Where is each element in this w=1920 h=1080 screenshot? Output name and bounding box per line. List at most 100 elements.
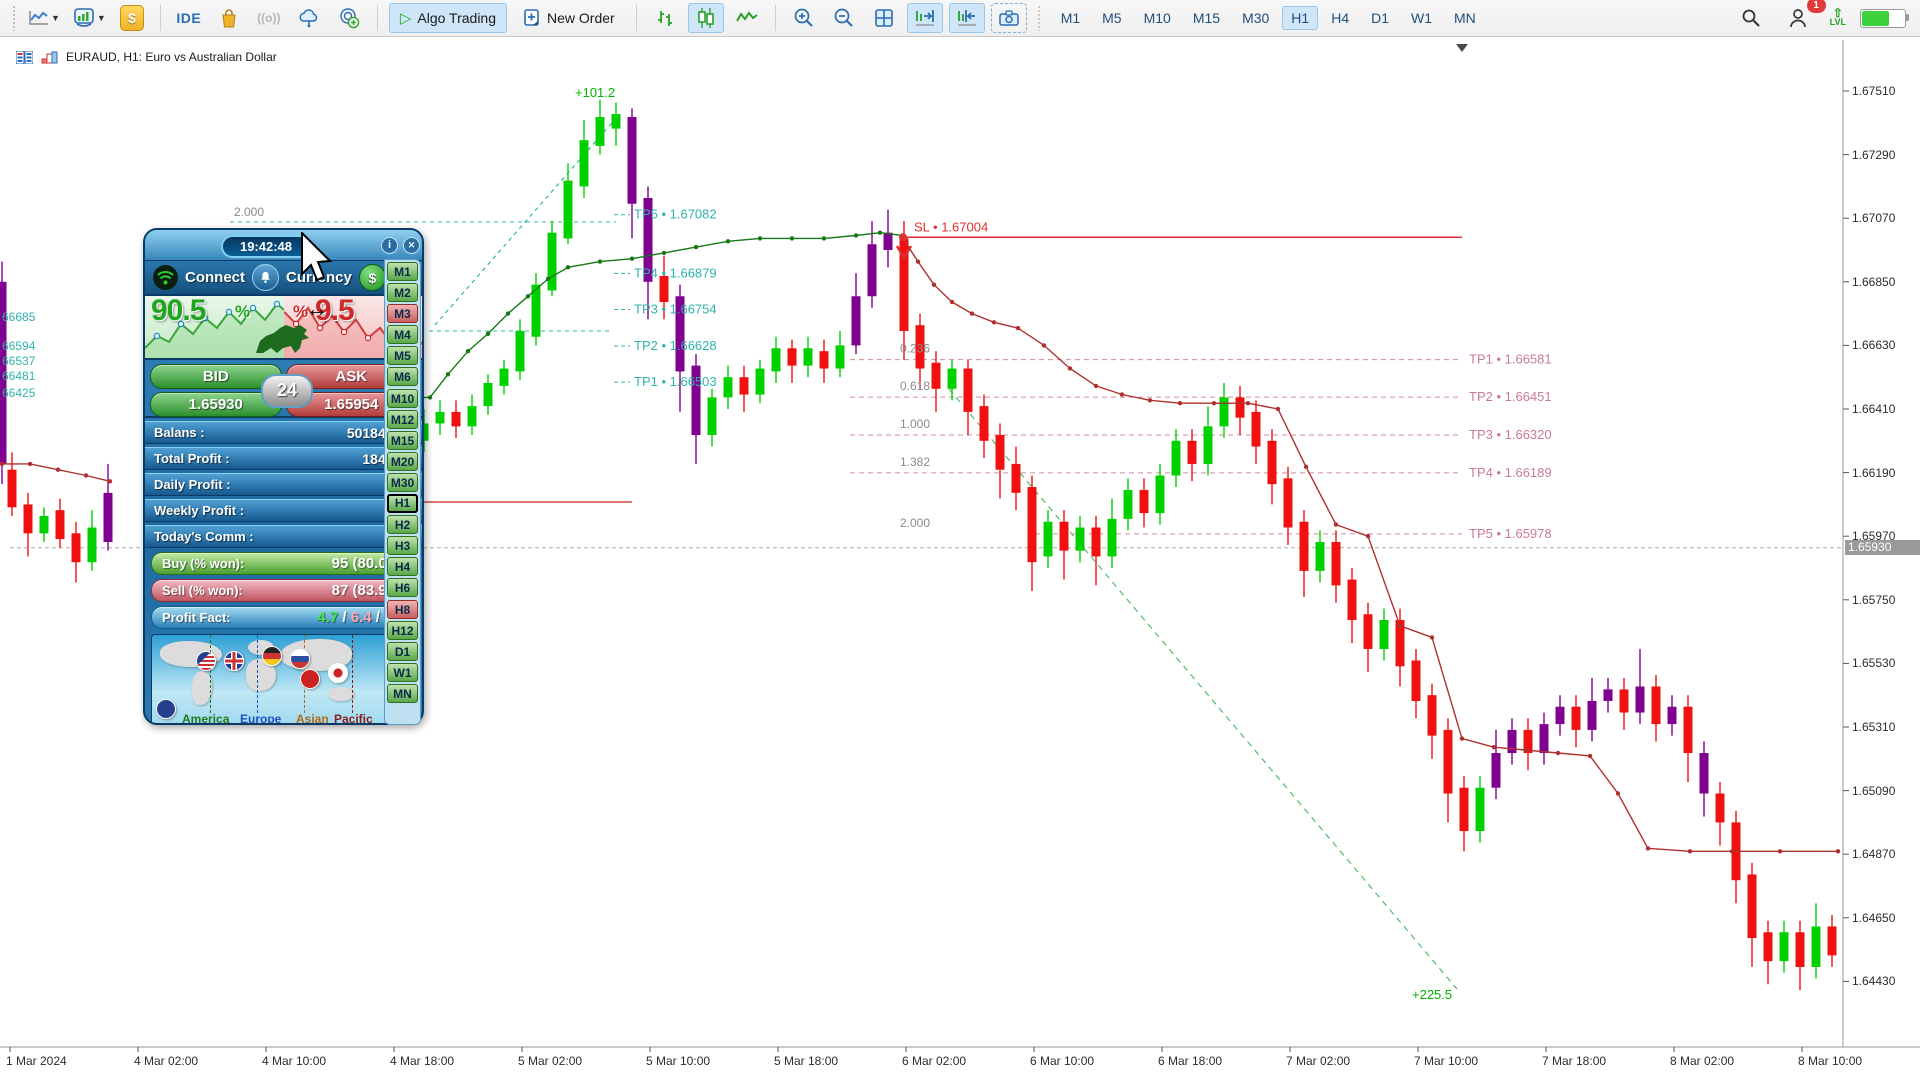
line-style-button[interactable] bbox=[730, 4, 764, 32]
algo-trading-button[interactable]: ▷ Algo Trading bbox=[388, 3, 507, 33]
svg-text:TP4 • 1.66189: TP4 • 1.66189 bbox=[1469, 465, 1552, 480]
separator bbox=[774, 5, 776, 31]
tile-windows-button[interactable] bbox=[867, 4, 901, 32]
svg-text:66685: 66685 bbox=[2, 310, 36, 324]
panel-timeframe-m5[interactable]: M5 bbox=[387, 346, 418, 366]
search-button[interactable] bbox=[1734, 4, 1768, 32]
panel-timeframe-h1[interactable]: H1 bbox=[387, 494, 418, 514]
toolbar-timeframe-mn[interactable]: MN bbox=[1454, 10, 1476, 26]
flag-germany bbox=[262, 646, 282, 666]
svg-text:66537: 66537 bbox=[2, 354, 36, 368]
toolbar-timeframe-m5[interactable]: M5 bbox=[1102, 10, 1122, 26]
toolbar-timeframe-m10[interactable]: M10 bbox=[1143, 10, 1171, 26]
wifi-icon[interactable] bbox=[153, 265, 178, 290]
session-label-pacific: Pacific bbox=[334, 712, 373, 725]
svg-text:TP4 • 1.66879: TP4 • 1.66879 bbox=[634, 265, 717, 280]
zoom-in-button[interactable] bbox=[787, 4, 821, 32]
separator bbox=[1036, 5, 1042, 31]
panel-header[interactable]: 19:42:48 i ✕ bbox=[145, 230, 422, 261]
toolbar-timeframe-h4[interactable]: H4 bbox=[1331, 10, 1350, 26]
market-button[interactable] bbox=[212, 4, 246, 32]
panel-timeframe-m6[interactable]: M6 bbox=[387, 367, 418, 387]
svg-text:66594: 66594 bbox=[2, 339, 36, 353]
bell-icon[interactable] bbox=[252, 264, 279, 291]
panel-timeframe-m1[interactable]: M1 bbox=[387, 262, 418, 281]
panel-timeframe-h4[interactable]: H4 bbox=[387, 557, 418, 577]
zoom-out-button[interactable] bbox=[827, 4, 861, 32]
new-order-label: New Order bbox=[547, 10, 615, 26]
toolbar-right-group: 1 ⇧ LVL bbox=[1734, 0, 1920, 32]
panel-clock: 19:42:48 bbox=[221, 235, 311, 258]
chart-shift-button[interactable] bbox=[948, 3, 985, 33]
panel-timeframe-m3[interactable]: M3 bbox=[387, 304, 418, 324]
connect-button[interactable]: Connect bbox=[185, 269, 245, 286]
price-tick: 1.67510 bbox=[1852, 84, 1896, 98]
trade-panel[interactable]: 19:42:48 i ✕ Connect Currency $ bbox=[143, 228, 424, 725]
account-info-rows: Balans :501848.58 Total Profit :1848.58 Da… bbox=[145, 421, 422, 548]
panel-timeframe-m4[interactable]: M4 bbox=[387, 325, 418, 345]
panel-info-button[interactable]: i bbox=[381, 237, 398, 254]
panel-timeframe-m20[interactable]: M20 bbox=[387, 451, 418, 471]
profit-factor-label: Profit Fact: bbox=[162, 610, 231, 625]
svg-text:2.000: 2.000 bbox=[234, 205, 264, 219]
separator bbox=[635, 5, 637, 31]
shopping-bag-icon bbox=[222, 9, 236, 28]
time-tick: 4 Mar 18:00 bbox=[390, 1054, 455, 1068]
panel-timeframe-m2[interactable]: M2 bbox=[387, 283, 418, 303]
session-divider bbox=[257, 635, 258, 713]
panel-timeframe-mn[interactable]: MN bbox=[387, 683, 418, 703]
currency-dollar-icon[interactable]: $ bbox=[358, 264, 386, 291]
sell-percent-value: 9.5 bbox=[315, 296, 355, 327]
user-account-button[interactable]: 1 bbox=[1782, 0, 1826, 32]
chart-window-button[interactable]: ▼ bbox=[25, 4, 63, 32]
toolbar-timeframe-m15[interactable]: M15 bbox=[1192, 10, 1221, 26]
session-label-asian: Asian bbox=[296, 712, 329, 725]
signals-button[interactable]: ((o)) bbox=[252, 4, 286, 32]
flag-china bbox=[300, 669, 320, 689]
auto-scroll-button[interactable] bbox=[906, 3, 943, 33]
bid-button[interactable]: BID bbox=[150, 364, 282, 389]
session-label-america: America bbox=[182, 712, 230, 725]
lvl-label: LVL bbox=[1829, 17, 1846, 27]
panel-timeframe-h8[interactable]: H8 bbox=[387, 599, 418, 619]
panel-timeframe-m30[interactable]: M30 bbox=[387, 472, 418, 492]
bar-chart-style-button[interactable] bbox=[648, 4, 682, 32]
panel-timeframe-d1[interactable]: D1 bbox=[387, 641, 418, 661]
panel-close-button[interactable]: ✕ bbox=[403, 237, 420, 254]
panel-timeframe-m10[interactable]: M10 bbox=[387, 388, 418, 408]
toolbar-grip bbox=[12, 5, 17, 31]
line-chart-icon bbox=[29, 11, 48, 25]
profit-factor-pill: Profit Fact: 4.7 / 6.4 / 5.5 bbox=[151, 606, 416, 629]
panel-connect-row: Connect Currency $ bbox=[145, 261, 422, 296]
panel-timeframe-h2[interactable]: H2 bbox=[387, 515, 418, 535]
toolbar-timeframe-w1[interactable]: W1 bbox=[1411, 10, 1433, 26]
panel-timeframe-h6[interactable]: H6 bbox=[387, 578, 418, 598]
panel-timeframe-w1[interactable]: W1 bbox=[387, 662, 418, 682]
lvl-indicator[interactable]: ⇧ LVL bbox=[1829, 7, 1846, 27]
bid-price[interactable]: 1.65930 bbox=[150, 392, 282, 417]
toolbar-timeframe-m1[interactable]: M1 bbox=[1060, 10, 1081, 26]
cloud-button[interactable] bbox=[292, 4, 326, 32]
toolbar-timeframe-h1[interactable]: H1 bbox=[1282, 6, 1319, 30]
panel-timeframe-m12[interactable]: M12 bbox=[387, 409, 418, 429]
one-click-trading-icon[interactable] bbox=[16, 50, 33, 64]
time-tick: 8 Mar 10:00 bbox=[1798, 1054, 1863, 1068]
user-icon bbox=[1789, 9, 1806, 28]
market-watch-button[interactable]: $ bbox=[115, 4, 149, 32]
cloud-icon bbox=[299, 9, 318, 28]
toolbar-timeframe-m30[interactable]: M30 bbox=[1242, 10, 1270, 26]
panel-timeframe-h3[interactable]: H3 bbox=[387, 536, 418, 556]
toolbar-timeframe-d1[interactable]: D1 bbox=[1371, 10, 1390, 26]
candle-style-button[interactable] bbox=[687, 3, 724, 33]
new-order-button[interactable]: New Order bbox=[513, 4, 625, 32]
community-button[interactable] bbox=[332, 4, 366, 32]
depth-of-market-icon[interactable] bbox=[41, 51, 58, 64]
screenshot-button[interactable] bbox=[990, 3, 1027, 33]
bars-style-icon bbox=[657, 11, 672, 26]
session-divider bbox=[210, 635, 211, 713]
chart-profile-button[interactable]: ▼ bbox=[69, 4, 109, 32]
panel-timeframe-h12[interactable]: H12 bbox=[387, 620, 418, 640]
ide-button[interactable]: IDE bbox=[172, 4, 206, 32]
panel-timeframe-m15[interactable]: M15 bbox=[387, 430, 418, 450]
